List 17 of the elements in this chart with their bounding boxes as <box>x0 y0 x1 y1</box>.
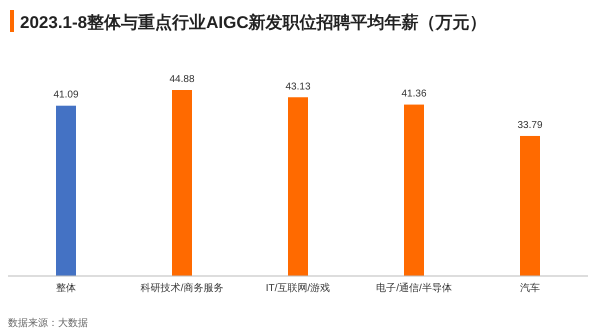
bar <box>520 136 540 276</box>
bar <box>404 104 424 276</box>
x-tick-label: 科研技术/商务服务 <box>140 282 224 294</box>
x-tick-label: 电子/通信/半导体 <box>376 282 452 294</box>
x-tick-label: 汽车 <box>520 282 540 294</box>
bar <box>172 90 192 276</box>
data-label: 41.36 <box>401 88 427 100</box>
source-note: 数据来源：大数据 <box>8 317 88 329</box>
x-tick-label: 整体 <box>56 282 76 294</box>
x-tick-label: IT/互联网/游戏 <box>266 282 330 294</box>
data-label: 43.13 <box>285 81 311 92</box>
bar <box>288 97 308 276</box>
chart-title: 2023.1-8整体与重点行业AIGC新发职位招聘平均年薪（万元） <box>20 13 487 32</box>
data-label: 44.88 <box>169 74 195 85</box>
data-label: 41.09 <box>53 90 79 101</box>
data-label: 33.79 <box>517 120 543 131</box>
bar <box>56 106 76 276</box>
